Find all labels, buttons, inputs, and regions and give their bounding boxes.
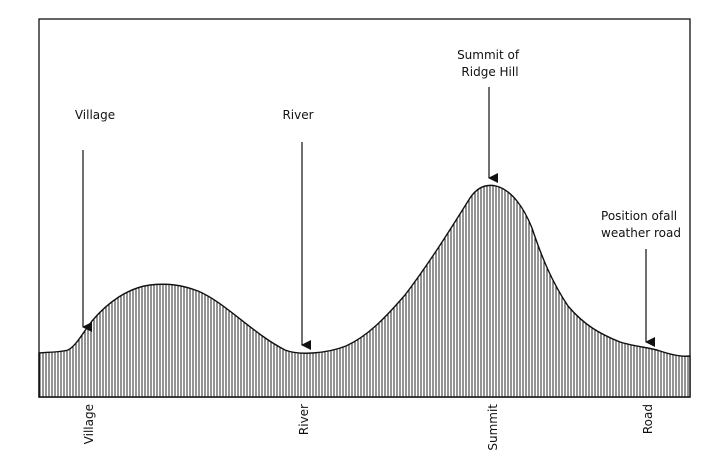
road-label-line-1: Position ofall <box>601 209 677 223</box>
summit-label: Summit of Ridge Hill <box>457 48 523 79</box>
terrain-profile <box>38 184 691 398</box>
river-label: River <box>282 108 313 122</box>
summit-label-line-2: Ridge Hill <box>461 65 518 79</box>
summit-label-line-1: Summit of <box>457 48 520 62</box>
village-label: Village <box>75 108 115 122</box>
village-label-line: Village <box>75 108 115 122</box>
axis-label-summit: Summit <box>486 404 500 451</box>
river-label-line: River <box>282 108 313 122</box>
axis-label-road: Road <box>641 404 655 434</box>
road-label-line-2: weather road <box>601 226 681 240</box>
axis-label-river: River <box>297 404 311 435</box>
axis-label-village: Village <box>82 404 96 444</box>
road-label: Position ofall weather road <box>601 209 681 240</box>
